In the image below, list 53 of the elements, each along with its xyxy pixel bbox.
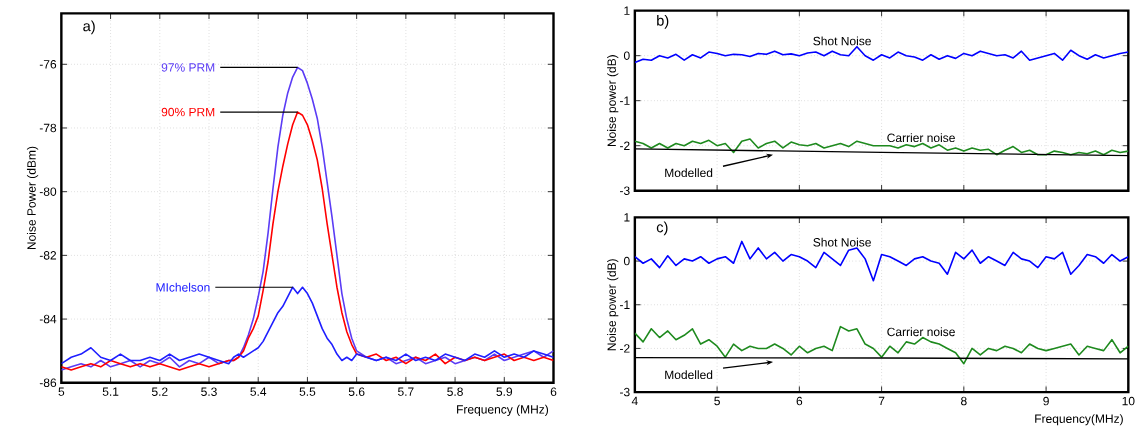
line-series [634,45,1129,64]
x-tick-label: 5.8 [447,387,463,396]
text: 97% PRM [161,63,215,72]
annotation: c) [656,221,668,236]
y-axis-title: Noise power (dB) [607,54,619,146]
text: MIchelson [156,282,210,292]
y-tick-label: 1 [624,6,630,15]
y-tick-label: -3 [620,387,630,397]
x-tick-label: 5.3 [201,387,217,396]
y-tick-label: 0 [623,51,630,60]
x-tick-label: 5.9 [496,387,513,396]
y-tick-label: -3 [620,186,630,195]
y-tick-label: -78 [39,123,57,133]
series-label: Shot Noise [813,36,871,46]
x-tick-label: 10 [1122,396,1135,406]
x-axis-title: Frequency (MHz) [457,404,549,416]
y-tick-label: -1 [620,300,630,309]
x-axis-title: Frequency(MHz) [1035,413,1123,426]
series-label: Shot Noise [813,237,871,247]
x-tick-label: 5 [58,387,65,396]
y-tick-label: -84 [39,314,57,324]
y-tick-label: 1 [624,213,630,222]
y-tick-label: 0 [623,256,630,266]
series-label: Modelled [665,168,713,177]
y-tick-label: -1 [620,96,630,105]
x-tick-label: 6 [550,387,557,396]
y-axis-title: Noise Power (dBm) [26,146,39,249]
x-tick-label: 8 [961,396,967,406]
x-tick-label: 5.1 [102,387,119,396]
text: 90% PRM [161,107,215,117]
x-tick-label: 6 [796,396,803,406]
y-tick-label: -86 [39,378,57,387]
x-tick-label: 5.5 [299,387,316,396]
y-tick-label: -76 [39,59,57,69]
series-label: Modelled [665,370,713,379]
x-tick-label: 5.6 [348,387,365,396]
x-tick-label: 5.2 [151,387,168,396]
x-tick-label: 5.7 [398,387,414,396]
y-tick-label: -2 [620,344,630,353]
annotation: a) [83,20,95,34]
annotation: b) [657,14,669,29]
x-tick-label: 5 [714,396,720,405]
series-label: Carrier noise [887,133,955,142]
y-tick-label: -82 [39,250,57,260]
x-tick-label: 4 [631,396,638,405]
y-tick-label: -2 [620,141,630,150]
x-tick-label: 7 [878,396,885,405]
line-series [634,325,1129,365]
x-tick-label: 5.4 [250,387,267,396]
series-label: Carrier noise [887,327,955,336]
x-tick-label: 9 [1043,396,1049,406]
y-axis-title: Noise power (dB) [607,258,619,350]
y-tick-label: -80 [39,187,57,196]
